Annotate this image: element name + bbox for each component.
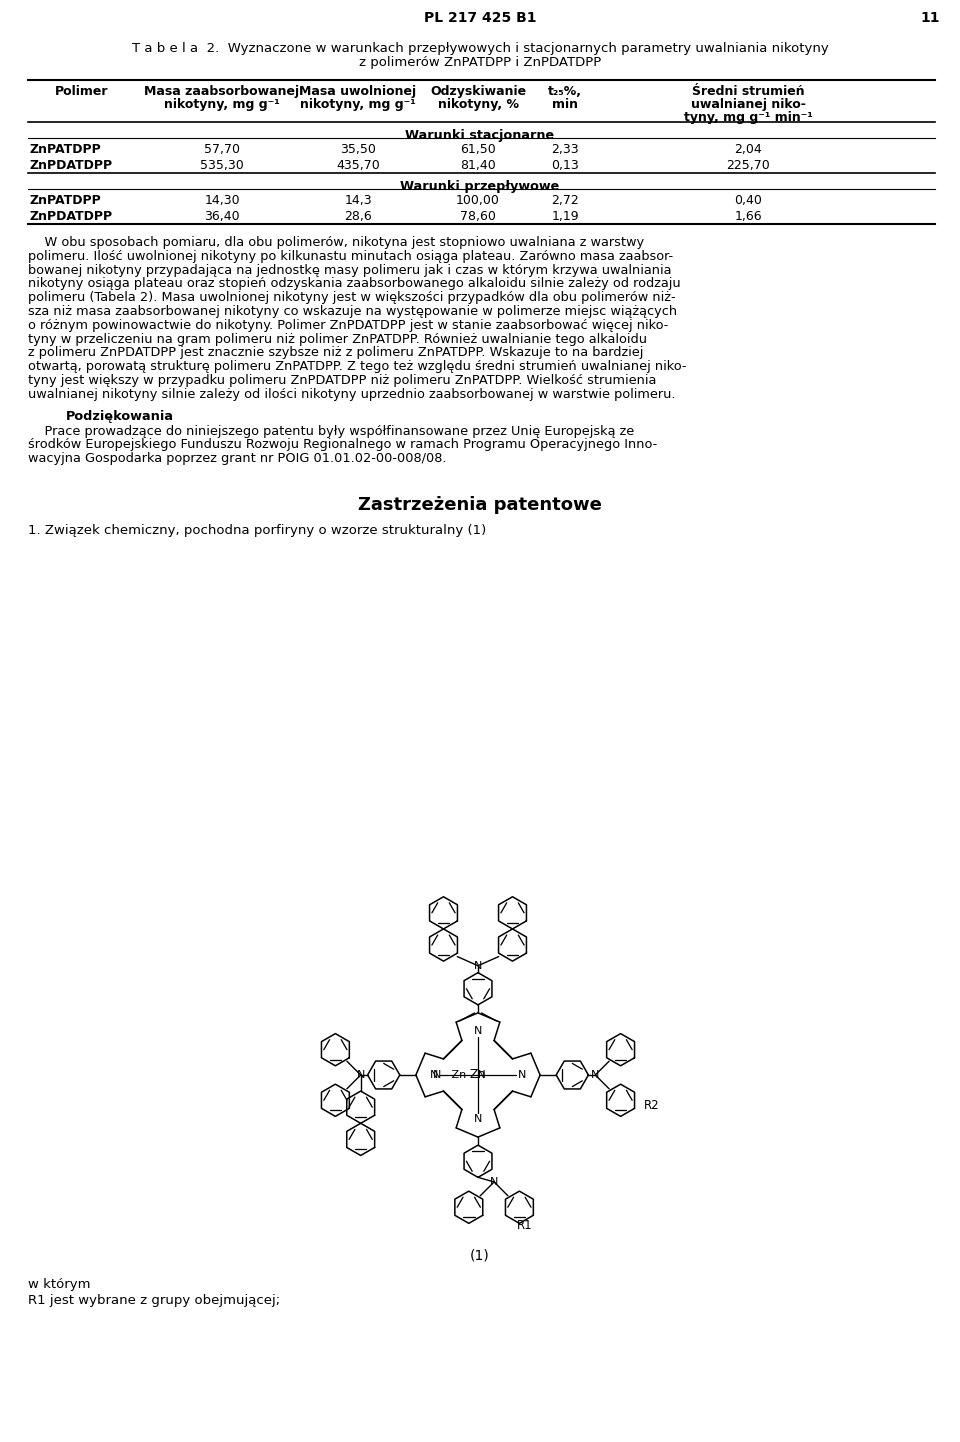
Text: nikotyny, mg g⁻¹: nikotyny, mg g⁻¹ [164, 98, 280, 111]
Text: (1): (1) [470, 1249, 490, 1262]
Text: N: N [356, 1070, 365, 1080]
Text: 435,70: 435,70 [336, 159, 380, 172]
Text: 11: 11 [921, 12, 940, 25]
Text: środków Europejskiego Funduszu Rozwoju Regionalnego w ramach Programu Operacyjne: środków Europejskiego Funduszu Rozwoju R… [28, 438, 658, 451]
Text: bowanej nikotyny przypadająca na jednostkę masy polimeru jak i czas w którym krz: bowanej nikotyny przypadająca na jednost… [28, 264, 671, 277]
Text: uwalnianej niko-: uwalnianej niko- [690, 98, 805, 111]
Text: R1 jest wybrane z grupy obejmującej;: R1 jest wybrane z grupy obejmującej; [28, 1295, 280, 1308]
Text: polimeru. Ilość uwolnionej nikotyny po kilkunastu minutach osiąga plateau. Zarów: polimeru. Ilość uwolnionej nikotyny po k… [28, 249, 673, 262]
Text: otwartą, porowatą strukturę polimeru ZnPATDPP. Z tego też względu średni strumie: otwartą, porowatą strukturę polimeru ZnP… [28, 360, 686, 373]
Text: Odzyskiwanie: Odzyskiwanie [430, 85, 526, 98]
Text: Masa zaabsorbowanej: Masa zaabsorbowanej [144, 85, 300, 98]
Text: ZnPATDPP: ZnPATDPP [30, 195, 102, 208]
Text: 2,33: 2,33 [551, 143, 579, 156]
Text: Podziękowania: Podziękowania [66, 410, 174, 423]
Text: ZnPDATDPP: ZnPDATDPP [30, 159, 113, 172]
Text: 0,13: 0,13 [551, 159, 579, 172]
Text: uwalnianej nikotyny silnie zależy od ilości nikotyny uprzednio zaabsorbowanej w : uwalnianej nikotyny silnie zależy od ilo… [28, 388, 676, 401]
Text: 1,66: 1,66 [734, 211, 762, 224]
Text: nikotyny, mg g⁻¹: nikotyny, mg g⁻¹ [300, 98, 416, 111]
Text: sza niż masa zaabsorbowanej nikotyny co wskazuje na występowanie w polimerze mie: sza niż masa zaabsorbowanej nikotyny co … [28, 306, 677, 319]
Text: N: N [474, 1113, 482, 1123]
Text: 14,30: 14,30 [204, 195, 240, 208]
Text: Masa uwolnionej: Masa uwolnionej [300, 85, 417, 98]
Text: 2,04: 2,04 [734, 143, 762, 156]
Text: 14,3: 14,3 [345, 195, 372, 208]
Text: tyny w przeliczeniu na gram polimeru niż polimer ZnPATDPP. Również uwalnianie te: tyny w przeliczeniu na gram polimeru niż… [28, 333, 647, 346]
Text: PL 217 425 B1: PL 217 425 B1 [423, 12, 537, 25]
Text: Zn: Zn [469, 1069, 486, 1082]
Text: ZnPATDPP: ZnPATDPP [30, 143, 102, 156]
Text: N: N [430, 1070, 439, 1080]
Text: Zastrzeżenia patentowe: Zastrzeżenia patentowe [358, 496, 602, 513]
Text: Warunki przepływowe: Warunki przepływowe [400, 180, 560, 193]
Text: Średni strumień: Średni strumień [692, 85, 804, 98]
Text: Warunki stacjonarne: Warunki stacjonarne [405, 128, 555, 141]
Text: N: N [517, 1070, 526, 1080]
Text: nikotyny, %: nikotyny, % [438, 98, 518, 111]
Text: T a b e l a  2.  Wyznaczone w warunkach przepływowych i stacjonarnych parametry : T a b e l a 2. Wyznaczone w warunkach pr… [132, 42, 828, 55]
Text: N: N [474, 960, 482, 970]
Text: z polimeru ZnPDATDPP jest znacznie szybsze niż z polimeru ZnPATDPP. Wskazuje to : z polimeru ZnPDATDPP jest znacznie szybs… [28, 346, 643, 359]
Text: tyny, mg g⁻¹ min⁻¹: tyny, mg g⁻¹ min⁻¹ [684, 111, 812, 124]
Text: Prace prowadzące do niniejszego patentu były współfinansowane przez Unię Europej: Prace prowadzące do niniejszego patentu … [28, 424, 635, 437]
Text: 57,70: 57,70 [204, 143, 240, 156]
Text: N: N [474, 1027, 482, 1037]
Text: w którym: w którym [28, 1279, 90, 1292]
Text: 1. Związek chemiczny, pochodna porfiryny o wzorze strukturalny (1): 1. Związek chemiczny, pochodna porfiryny… [28, 523, 487, 536]
Text: 61,50: 61,50 [460, 143, 496, 156]
Text: N: N [490, 1177, 498, 1187]
Text: Polimer: Polimer [56, 85, 108, 98]
Text: polimeru (Tabela 2). Masa uwolnionej nikotyny jest w większości przypadków dla o: polimeru (Tabela 2). Masa uwolnionej nik… [28, 291, 676, 304]
Text: 78,60: 78,60 [460, 211, 496, 224]
Text: tyny jest większy w przypadku polimeru ZnPDATDPP niż polimeru ZnPATDPP. Wielkość: tyny jest większy w przypadku polimeru Z… [28, 373, 657, 386]
Text: R2: R2 [643, 1099, 660, 1112]
Text: N—Zn—N: N—Zn—N [433, 1070, 487, 1080]
Text: 35,50: 35,50 [340, 143, 376, 156]
Text: 225,70: 225,70 [726, 159, 770, 172]
Text: wacyjna Gospodarka poprzez grant nr POIG 01.01.02-00-008/08.: wacyjna Gospodarka poprzez grant nr POIG… [28, 453, 446, 466]
Text: t₂₅%,: t₂₅%, [548, 85, 582, 98]
Text: o różnym powinowactwie do nikotyny. Polimer ZnPDATDPP jest w stanie zaabsorbować: o różnym powinowactwie do nikotyny. Poli… [28, 319, 668, 332]
Text: z polimerów ZnPATDPP i ZnPDATDPP: z polimerów ZnPATDPP i ZnPDATDPP [359, 56, 601, 69]
Text: R1: R1 [516, 1218, 532, 1231]
Text: ZnPDATDPP: ZnPDATDPP [30, 211, 113, 224]
Text: 81,40: 81,40 [460, 159, 496, 172]
Text: W obu sposobach pomiaru, dla obu polimerów, nikotyna jest stopniowo uwalniana z : W obu sposobach pomiaru, dla obu polimer… [28, 236, 644, 249]
Text: nikotyny osiąga plateau oraz stopień odzyskania zaabsorbowanego alkaloidu silnie: nikotyny osiąga plateau oraz stopień odz… [28, 277, 681, 290]
Text: 28,6: 28,6 [344, 211, 372, 224]
Text: 36,40: 36,40 [204, 211, 240, 224]
Text: N: N [591, 1070, 599, 1080]
Text: 100,00: 100,00 [456, 195, 500, 208]
Text: min: min [552, 98, 578, 111]
Text: 2,72: 2,72 [551, 195, 579, 208]
Text: 535,30: 535,30 [200, 159, 244, 172]
Text: 1,19: 1,19 [551, 211, 579, 224]
Text: 0,40: 0,40 [734, 195, 762, 208]
